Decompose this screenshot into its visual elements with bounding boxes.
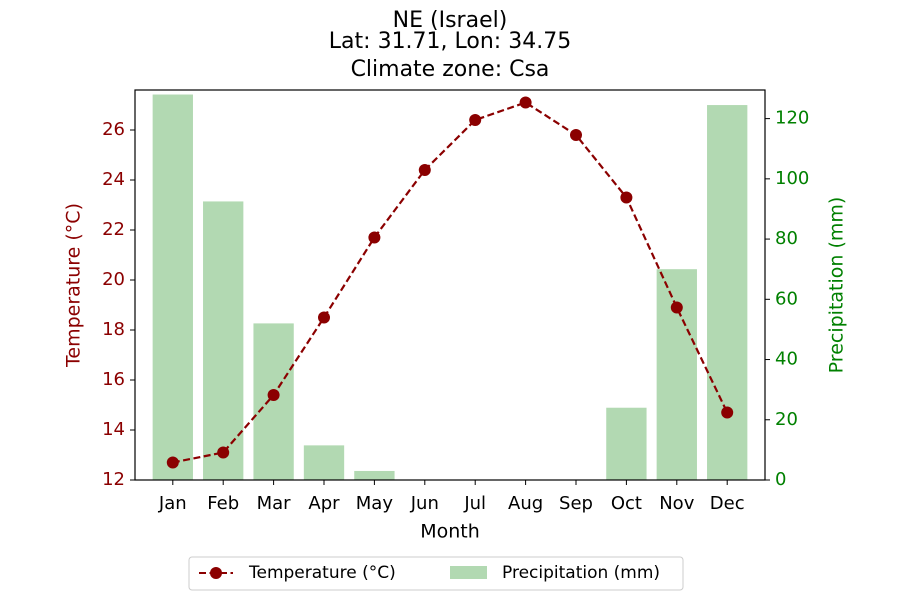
temp-point-dec	[721, 406, 734, 419]
y-left-tick-label: 18	[102, 319, 125, 340]
y-right-tick-label: 0	[775, 469, 786, 490]
y-left-tick-label: 26	[102, 119, 125, 140]
x-tick-label-apr: Apr	[308, 493, 340, 514]
x-tick-label-nov: Nov	[659, 493, 694, 514]
y-left-tick-label: 16	[102, 369, 125, 390]
temp-point-may	[368, 231, 381, 244]
y-right-tick-label: 60	[775, 288, 798, 309]
precip-bar-mar	[253, 323, 294, 480]
temp-point-oct	[620, 191, 633, 204]
chart-title-line-2: Lat: 31.71, Lon: 34.75	[329, 29, 571, 54]
y-right-tick-label: 120	[775, 108, 809, 129]
precip-bar-oct	[606, 407, 647, 480]
x-tick-label-jul: Jul	[463, 493, 486, 514]
legend-temperature-marker	[210, 567, 222, 579]
chart-title-line-1: NE (Israel)	[393, 8, 508, 33]
precip-bar-apr	[303, 445, 345, 480]
legend-frame	[188, 556, 684, 591]
temp-point-jan	[166, 456, 179, 469]
legend-temperature-label: Temperature (°C)	[248, 563, 396, 583]
legend-precipitation-label: Precipitation (mm)	[502, 563, 660, 583]
precip-bar-nov	[656, 269, 697, 480]
temperature-line	[166, 96, 734, 469]
temperature-series-line	[172, 101, 729, 464]
precipitation-bars	[152, 94, 748, 481]
y-left-tick-label: 14	[102, 419, 125, 440]
precip-bar-feb	[203, 201, 244, 480]
x-tick-label-oct: Oct	[611, 493, 642, 514]
temp-point-mar	[267, 389, 280, 401]
precip-bar-may	[354, 470, 395, 480]
legend: Temperature (°C) Precipitation (mm)	[188, 556, 684, 591]
y-axis-left-label: Temperature (°C)	[63, 203, 85, 368]
chart-title-line-3: Climate zone: Csa	[351, 57, 550, 82]
y-right-tick-label: 100	[775, 168, 809, 189]
temp-point-feb	[217, 446, 230, 459]
temp-point-jun	[418, 164, 431, 176]
temp-point-apr	[318, 311, 330, 324]
temp-point-aug	[519, 96, 532, 109]
temp-point-nov	[670, 301, 683, 314]
x-tick-label-jan: Jan	[158, 493, 187, 514]
y-right-tick-label: 40	[775, 349, 798, 370]
precip-bar-dec	[707, 105, 748, 480]
x-tick-label-dec: Dec	[710, 493, 745, 514]
y-axis-right-label: Precipitation (mm)	[826, 197, 848, 374]
x-tick-label-mar: Mar	[257, 493, 292, 514]
x-tick-label-feb: Feb	[207, 493, 239, 514]
y-axis-right: 0 20 40 60 80 100 120	[765, 108, 809, 490]
x-tick-label-jun: Jun	[410, 493, 439, 514]
x-axis-label: Month	[420, 521, 480, 543]
temp-point-jul	[469, 114, 482, 126]
x-axis: Jan Feb Mar Apr May Jun Jul Aug Sep Oct Nov Dec	[158, 480, 745, 514]
y-right-tick-label: 20	[775, 409, 798, 430]
y-left-tick-label: 20	[102, 269, 125, 290]
x-tick-label-sep: Sep	[559, 493, 593, 514]
precip-bar-jan	[152, 94, 193, 481]
chart-title: NE (Israel) Lat: 31.71, Lon: 34.75 Clima…	[329, 8, 571, 82]
y-left-tick-label: 22	[102, 219, 125, 240]
legend-precipitation-swatch	[450, 566, 487, 579]
x-tick-label-may: May	[356, 493, 394, 514]
y-left-tick-label: 24	[102, 169, 125, 190]
y-left-tick-label: 12	[102, 469, 125, 490]
plot-area-frame	[134, 89, 766, 481]
y-axis-left: 12 14 16 18 20 22 24 26	[102, 119, 135, 490]
temp-point-sep	[570, 129, 582, 141]
y-right-tick-label: 80	[775, 228, 798, 249]
x-tick-label-aug: Aug	[508, 493, 543, 514]
